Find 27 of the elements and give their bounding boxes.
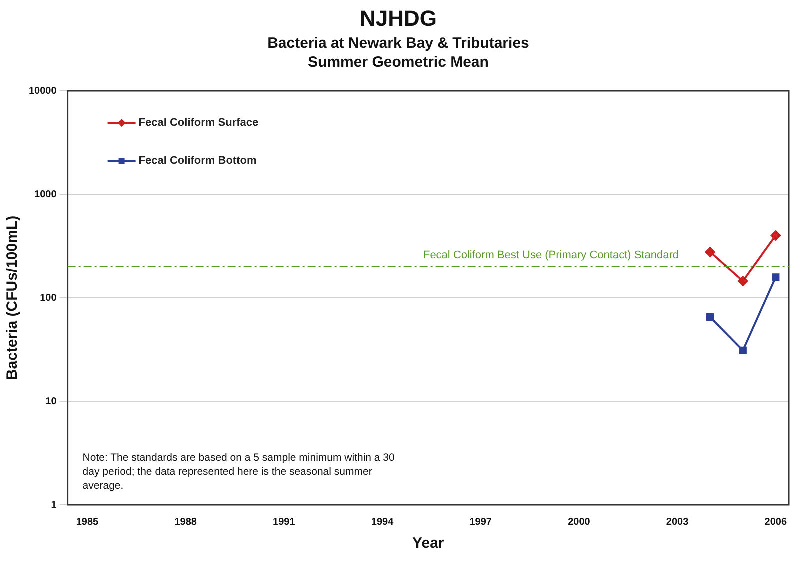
y-tick-label: 10 <box>46 396 58 408</box>
ref-line-label: Fecal Coliform Best Use (Primary Contact) Standard <box>423 249 679 262</box>
point <box>770 230 781 241</box>
point <box>706 314 714 322</box>
legend-label: Fecal Coliform Bottom <box>138 155 257 168</box>
chart-subtitle: Bacteria at Newark Bay & Tributaries Summer Geometric Mean <box>266 34 530 72</box>
y-tick-label: 100 <box>40 292 58 304</box>
point <box>739 346 747 354</box>
x-tick-label: 2000 <box>568 516 591 528</box>
x-tick-label: 2006 <box>764 516 788 528</box>
x-tick-label: 1988 <box>174 516 198 528</box>
x-tick-label: 1994 <box>371 516 394 528</box>
y-tick-label: 1000 <box>34 189 58 200</box>
annotation: Note: The standards are based on a 5 sample minimum within a 30 day period; the data represented here is the seasonal summer average. <box>82 452 396 492</box>
y-tick-label: 10000 <box>28 86 58 97</box>
x-tick-label: 1991 <box>273 516 296 528</box>
chart-title: NJHDG <box>358 6 438 32</box>
point <box>738 276 748 286</box>
point <box>772 274 780 282</box>
legend-label: Fecal Coliform Surface <box>138 117 259 130</box>
x-tick-label: 2003 <box>666 516 690 528</box>
x-tick-label: 1997 <box>470 516 492 528</box>
point <box>705 247 716 258</box>
x-axis-title: Year <box>412 535 444 552</box>
x-tick-label: 1985 <box>76 516 100 528</box>
y-axis-title: Bacteria (CFUs/100mL) <box>4 216 22 380</box>
y-tick-label: 1 <box>51 500 58 511</box>
